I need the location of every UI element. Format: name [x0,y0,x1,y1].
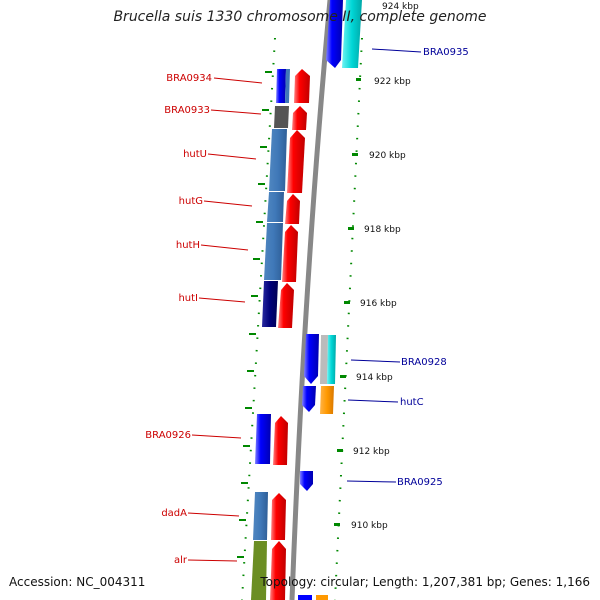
gene-BRA0928-arrow [304,334,319,384]
gene-BRA0935-block [342,0,362,68]
accession-text: Accession: NC_004311 [9,575,146,589]
genome-backbone [289,0,333,600]
gene-hutH-arrow [282,225,298,282]
gene-hutI-arrow [278,283,294,328]
gene-label-left: BRA0933 [164,105,210,116]
left-gene-label-texts: BRA0934 BRA0933 hutU hutG hutH hutI BRA0… [145,73,212,566]
gene-BRA0935-arrow [326,0,343,68]
gene-label-right: hutC [400,397,424,408]
gene-hutG-arrow [285,194,300,224]
gene-BRA0934-arrow [294,69,310,103]
gene-BRA0933-arrow [292,106,307,130]
gene-label-left: BRA0934 [166,73,212,84]
gene-label-left: hutU [183,149,207,160]
right-tick-column [334,37,363,600]
gene-label-right: BRA0925 [397,477,443,488]
gene-label-right: BRA0928 [401,357,447,368]
gene-hutC-block [320,386,334,414]
gene-dadA-block [253,492,268,540]
gene-dadA-arrow [271,493,286,540]
left-gene-labels [187,77,263,562]
gene-label-right: BRA0935 [423,47,469,58]
tick-label: 912 kbp [353,447,390,457]
gene-label-left: hutG [179,196,203,207]
gene-BRA0934-block [276,69,286,103]
right-gene-label-texts: BRA0935 BRA0928 hutC BRA0925 [397,47,469,488]
gene-hutU-block [269,129,287,191]
tick-label: 924 kbp [382,2,419,12]
gene-BRA0926-block [255,414,271,464]
gene-BRA0926-arrow [273,416,288,465]
tick-label: 918 kbp [364,225,401,235]
gene-BRA0925-arrow [300,471,313,491]
tick-labels: 924 kbp 922 kbp 920 kbp 918 kbp 916 kbp … [334,2,419,531]
gene-hutI-block [262,281,278,327]
gene-hutG-block [267,192,284,222]
left-minor-ticks [237,71,272,558]
tick-label: 922 kbp [374,77,411,87]
tick-label: 910 kbp [351,521,388,531]
right-gene-labels [346,48,422,483]
gene-BRA0928-block [327,335,336,384]
gene-alr-block [251,541,267,600]
map-title: Brucella suis 1330 chromosome II, comple… [113,9,487,25]
topology-text: Topology: circular; Length: 1,207,381 bp… [260,575,590,589]
gene-label-left: hutH [176,240,200,251]
reverse-strand-features [298,0,362,600]
gene-label-left: alr [174,555,188,566]
forward-strand-features [251,69,310,600]
tick-label: 916 kbp [360,299,397,309]
gene-alr-arrow [270,541,286,600]
gene-hutC-left-arrow [302,386,316,412]
gene-label-left: BRA0926 [145,430,191,441]
gene-label-left: dadA [161,508,187,519]
tick-label: 914 kbp [356,373,393,383]
gene-hutH-block [264,223,283,280]
tick-label: 920 kbp [369,151,406,161]
gene-BRA0933-block [274,106,289,128]
gene-label-left: hutI [178,293,198,304]
gene-hutU-arrow [287,130,305,193]
